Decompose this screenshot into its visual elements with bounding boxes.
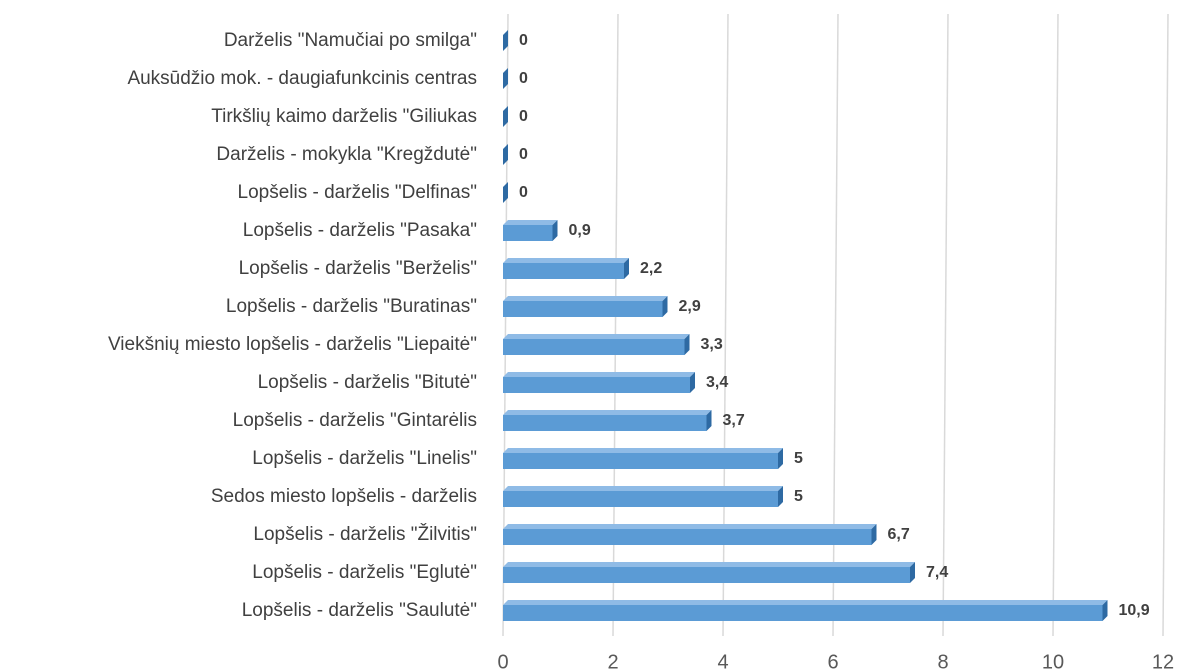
bar-top bbox=[503, 258, 629, 263]
bar-side bbox=[778, 486, 783, 507]
grid-line bbox=[1162, 13, 1169, 637]
y-tick-label: Lopšelis - darželis "Delfinas" bbox=[238, 182, 477, 203]
bar-side bbox=[690, 372, 695, 393]
y-tick-label: Viekšnių miesto lopšelis - darželis "Lie… bbox=[108, 334, 477, 355]
bar-side bbox=[552, 220, 558, 241]
value-label: 0 bbox=[519, 146, 528, 163]
value-label: 0 bbox=[519, 70, 528, 87]
bar-top bbox=[503, 524, 877, 529]
bar bbox=[503, 377, 690, 393]
y-tick-label: Lopšelis - darželis "Saulutė" bbox=[242, 600, 477, 621]
y-tick-label: Lopšelis - darželis "Linelis" bbox=[252, 448, 477, 469]
value-label: 2,2 bbox=[640, 260, 662, 277]
x-tick-label: 2 bbox=[607, 651, 618, 671]
value-label: 6,7 bbox=[888, 526, 910, 543]
bar bbox=[503, 263, 624, 279]
bar-side bbox=[503, 68, 508, 89]
bar-top bbox=[503, 220, 558, 225]
value-label: 3,7 bbox=[723, 412, 745, 429]
bar-side bbox=[503, 182, 508, 203]
y-tick-label: Auksūdžio mok. - daugiafunkcinis centras bbox=[127, 68, 477, 89]
y-tick-label: Sedos miesto lopšelis - darželis bbox=[211, 486, 477, 507]
bar-top bbox=[503, 296, 668, 301]
bar bbox=[503, 605, 1103, 621]
bar bbox=[503, 529, 872, 545]
bar-top bbox=[503, 562, 915, 567]
value-label: 3,3 bbox=[701, 336, 723, 353]
value-label: 0 bbox=[519, 108, 528, 125]
bar bbox=[503, 301, 663, 317]
bar-side bbox=[910, 562, 915, 583]
bar bbox=[503, 225, 553, 241]
x-tick-label: 4 bbox=[717, 651, 728, 671]
bar-side bbox=[662, 296, 668, 317]
grid-line bbox=[942, 13, 949, 637]
y-tick-label: Tirkšlių kaimo darželis "Giliukas bbox=[211, 106, 477, 127]
y-tick-label: Lopšelis - darželis "Bitutė" bbox=[258, 372, 477, 393]
bar-side bbox=[778, 448, 783, 469]
bar-top bbox=[503, 448, 783, 453]
bar-side bbox=[503, 30, 508, 51]
bar-side bbox=[503, 144, 508, 165]
value-label: 5 bbox=[794, 488, 803, 505]
y-tick-label: Darželis "Namučiai po smilga" bbox=[224, 30, 477, 51]
value-label: 5 bbox=[794, 450, 803, 467]
y-tick-label: Lopšelis - darželis "Eglutė" bbox=[252, 562, 477, 583]
value-label: 0,9 bbox=[569, 222, 591, 239]
bar-top bbox=[503, 334, 690, 339]
x-tick-label: 0 bbox=[497, 651, 508, 671]
y-tick-label: Lopšelis - darželis "Pasaka" bbox=[243, 220, 477, 241]
bar-side bbox=[1102, 600, 1108, 621]
y-tick-label: Darželis - mokykla "Kregždutė" bbox=[216, 144, 477, 165]
value-label: 0 bbox=[519, 184, 528, 201]
bar-side bbox=[503, 106, 508, 127]
x-tick-label: 10 bbox=[1042, 651, 1064, 671]
bar bbox=[503, 415, 707, 431]
x-tick-label: 8 bbox=[937, 651, 948, 671]
value-label: 3,4 bbox=[706, 374, 728, 391]
value-label: 10,9 bbox=[1119, 602, 1150, 619]
y-tick-label: Lopšelis - darželis "Berželis" bbox=[239, 258, 477, 279]
bar bbox=[503, 453, 778, 469]
bar-top bbox=[503, 410, 712, 415]
y-tick-label: Lopšelis - darželis "Žilvitis" bbox=[253, 523, 477, 545]
y-tick-label: Lopšelis - darželis "Gintarėlis bbox=[233, 410, 477, 431]
bar bbox=[503, 339, 685, 355]
x-tick-label: 6 bbox=[827, 651, 838, 671]
bar-side bbox=[871, 524, 877, 545]
grid-line bbox=[1052, 13, 1059, 637]
y-tick-label: Lopšelis - darželis "Buratinas" bbox=[226, 296, 477, 317]
bar bbox=[503, 491, 778, 507]
bar bbox=[503, 567, 910, 583]
bar-top bbox=[503, 372, 695, 377]
value-label: 7,4 bbox=[926, 564, 948, 581]
bar-side bbox=[684, 334, 690, 355]
bar-side bbox=[706, 410, 712, 431]
value-label: 2,9 bbox=[679, 298, 701, 315]
bar-side bbox=[624, 258, 629, 279]
x-tick-label: 12 bbox=[1152, 651, 1174, 671]
value-label: 0 bbox=[519, 32, 528, 49]
bar-top bbox=[503, 600, 1108, 605]
bar-top bbox=[503, 486, 783, 491]
